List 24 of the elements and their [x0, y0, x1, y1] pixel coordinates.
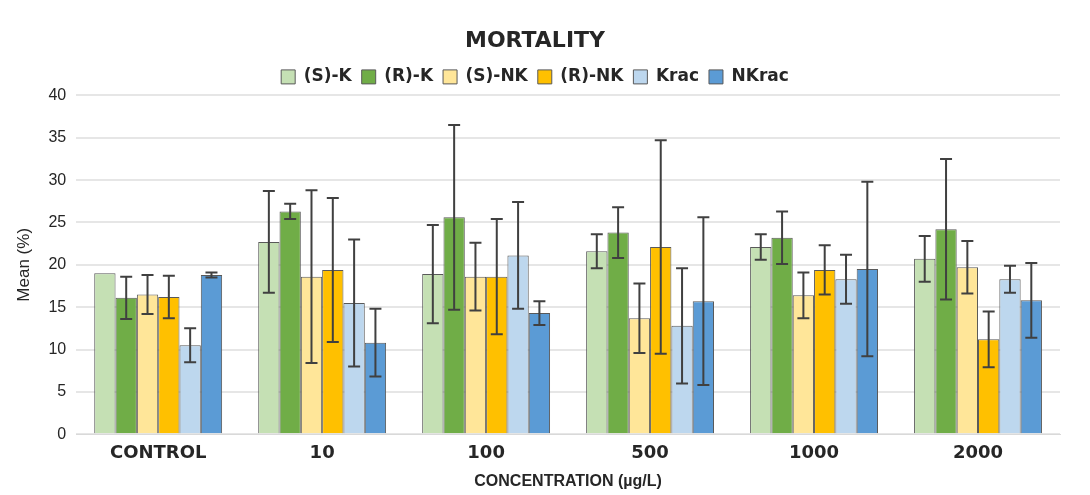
legend-label: NKrac [731, 65, 789, 86]
x-tick-label: 1000 [788, 440, 840, 462]
y-tick-label: 15 [48, 297, 67, 315]
y-tick-label: 40 [48, 85, 67, 103]
y-tick-label: 25 [48, 212, 67, 230]
chart-title: MORTALITY [464, 26, 607, 52]
y-axis-title: Mean (%) [13, 227, 33, 302]
x-tick-label: CONTROL [109, 440, 207, 462]
y-tick-label: 0 [57, 424, 67, 442]
y-tick-label: 35 [48, 128, 67, 146]
x-tick-label: 100 [467, 440, 505, 462]
x-tick-label: 2000 [952, 440, 1004, 462]
y-tick-label: 30 [48, 170, 67, 188]
legend-label: Krac [655, 65, 699, 86]
x-tick-label: 500 [631, 440, 669, 462]
legend-label: (R)-NK [560, 65, 625, 86]
x-axis-title: CONCENTRATION (µg/L) [474, 471, 662, 489]
y-tick-label: 5 [57, 382, 67, 400]
y-tick-label: 20 [48, 255, 67, 273]
y-tick-label: 10 [48, 339, 67, 357]
legend-label: (S)-K [303, 65, 353, 86]
legend-label: (R)-K [384, 65, 434, 86]
x-tick-label: 10 [309, 440, 335, 462]
legend-label: (S)-NK [465, 65, 529, 86]
